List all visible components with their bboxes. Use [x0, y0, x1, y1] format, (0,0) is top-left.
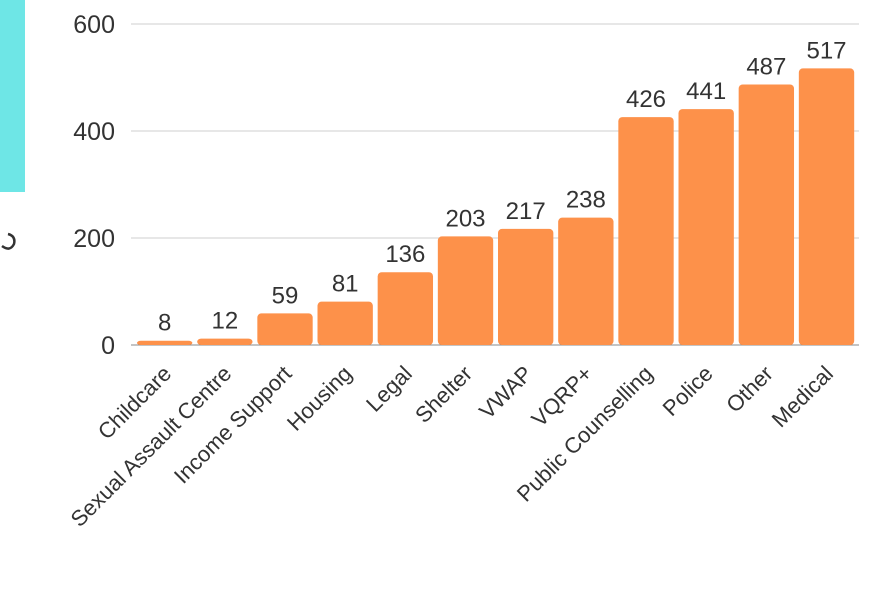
bar [618, 117, 674, 345]
bar [558, 217, 614, 345]
bar [257, 313, 313, 345]
bar [197, 338, 253, 345]
y-tick-label: 400 [73, 118, 115, 146]
x-category-label: Medical [767, 361, 838, 432]
x-category-label: Legal [361, 361, 417, 417]
data-label: 441 [686, 78, 726, 105]
bar [798, 68, 855, 345]
bar [377, 272, 434, 345]
cropped-glyph-icon [1, 232, 16, 250]
data-label: 8 [158, 310, 171, 337]
data-label: 81 [332, 271, 359, 298]
x-category-label: Housing [282, 361, 357, 436]
y-axis-ticks: 0 200 400 600 [73, 11, 115, 360]
data-label: 238 [566, 187, 606, 214]
bar [498, 228, 554, 345]
bar [437, 236, 494, 345]
data-label: 203 [445, 205, 485, 232]
bar [317, 301, 373, 345]
x-category-label: Police [658, 361, 718, 421]
y-tick-label: 200 [73, 225, 115, 253]
data-label: 426 [626, 86, 666, 113]
data-labels: 8 12 59 81 136 203 217 238 426 441 487 517 [158, 37, 847, 336]
data-label: 217 [506, 198, 546, 225]
x-category-label: Shelter [410, 361, 477, 428]
accent-panel [0, 0, 25, 192]
x-category-label: Other [721, 361, 778, 418]
bar [137, 340, 193, 345]
y-tick-label: 0 [101, 332, 115, 360]
y-tick-label: 600 [73, 11, 115, 39]
cropped-letter-fragment [0, 218, 16, 258]
data-label: 487 [746, 53, 786, 80]
data-label: 12 [211, 308, 238, 335]
data-label: 59 [272, 282, 299, 309]
bar [678, 109, 734, 345]
bar [738, 84, 795, 345]
data-label: 517 [806, 37, 846, 64]
bars [137, 68, 855, 345]
data-label: 136 [385, 241, 425, 268]
gridlines [131, 23, 859, 346]
